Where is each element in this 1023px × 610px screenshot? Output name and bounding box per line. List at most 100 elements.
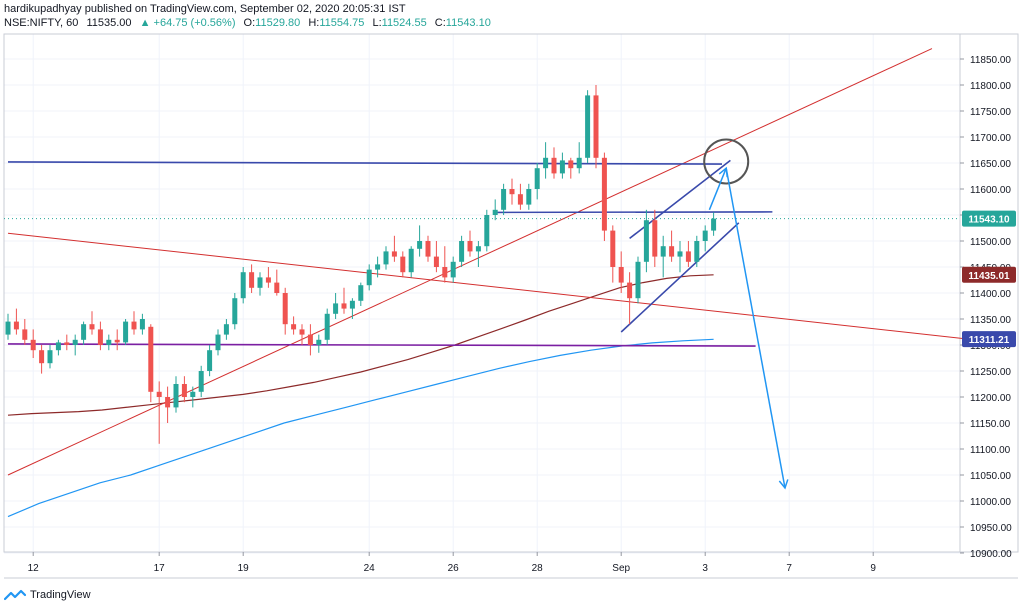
candle-body xyxy=(240,272,246,299)
x-tick-label: 26 xyxy=(448,563,460,574)
price-axis[interactable]: 11850.00 11800.00 11750.00 11700.00 11650.00… xyxy=(960,55,1012,560)
arrow-up xyxy=(708,167,727,211)
candle-body xyxy=(39,350,45,364)
candle-body xyxy=(165,397,171,408)
candle-body xyxy=(442,267,448,278)
y-tick-label: 11600.00 xyxy=(970,185,1011,196)
candle-body xyxy=(526,189,532,205)
candle-body xyxy=(358,285,364,301)
y-tick-label: 11700.00 xyxy=(970,133,1011,144)
resistance-line-11550 xyxy=(495,211,773,214)
candle-body xyxy=(543,157,549,169)
candle-body xyxy=(551,157,557,174)
x-tick-label: 12 xyxy=(28,563,40,574)
candle-body xyxy=(425,241,431,257)
tradingview-logo-icon xyxy=(4,589,26,601)
candle-body xyxy=(517,194,523,205)
y-tick-label: 11350.00 xyxy=(970,315,1011,326)
candle-body xyxy=(190,391,196,397)
y-tick-label: 11850.00 xyxy=(970,55,1011,66)
candle-body xyxy=(291,324,297,330)
candle-body xyxy=(97,329,103,345)
moving-averages xyxy=(7,274,714,518)
candle-body xyxy=(677,251,683,257)
candle-body xyxy=(475,246,481,252)
candle-body xyxy=(131,321,137,330)
candle-body xyxy=(349,300,355,309)
high-value: 11554.75 xyxy=(319,17,365,29)
candle-body xyxy=(694,241,700,262)
price-badge xyxy=(962,266,1016,283)
candle-body xyxy=(559,160,565,174)
x-tick-label: 7 xyxy=(786,563,792,574)
y-tick-label: 11750.00 xyxy=(970,107,1011,118)
candle-body xyxy=(618,267,624,283)
arrow-down xyxy=(725,168,786,489)
candle-body xyxy=(316,339,322,345)
candle-body xyxy=(148,326,154,392)
candle-body xyxy=(265,277,271,283)
x-tick-label: 19 xyxy=(238,563,250,574)
symbol-label[interactable]: NSE:NIFTY, 60 xyxy=(4,17,79,29)
resistance-line-11650 xyxy=(7,161,723,165)
candle-body xyxy=(114,339,120,343)
y-tick-label: 11150.00 xyxy=(970,419,1011,430)
last-price: 11535.00 xyxy=(86,17,132,29)
candle-body xyxy=(568,160,574,169)
annotations[interactable] xyxy=(703,138,789,490)
change-value: ▲ +64.75 (+0.56%) xyxy=(139,17,236,29)
candle-body xyxy=(459,241,465,262)
close-label: C: xyxy=(434,17,446,29)
candle-body xyxy=(324,313,330,340)
candle-body xyxy=(375,264,381,270)
low-value: 11524.55 xyxy=(381,17,427,29)
annotation-circle xyxy=(703,138,750,185)
candle-body xyxy=(274,282,280,293)
candle-body xyxy=(173,384,179,408)
candle-body xyxy=(467,241,473,252)
high-label: H: xyxy=(308,17,320,29)
candle-body xyxy=(257,277,263,288)
candle-body xyxy=(450,261,456,278)
candle-body xyxy=(585,95,591,158)
trendlines[interactable] xyxy=(4,48,975,476)
candle-body xyxy=(47,350,53,364)
candle-body xyxy=(601,157,607,231)
candle-body xyxy=(391,251,397,257)
candle-body xyxy=(366,269,372,286)
footer: TradingView xyxy=(4,589,91,601)
moving-average-dark xyxy=(7,274,714,416)
candle-body xyxy=(156,391,162,397)
candle-body xyxy=(660,246,666,257)
rising-trendline xyxy=(7,48,933,476)
price-badge-label: 11543.10 xyxy=(968,215,1010,226)
candle-body xyxy=(106,339,112,345)
publisher-line: hardikupadhyay published on TradingView.… xyxy=(4,3,406,15)
brand-label: TradingView xyxy=(30,589,91,601)
candle-body xyxy=(30,339,36,351)
candle-body xyxy=(492,209,498,215)
y-tick-label: 11650.00 xyxy=(970,159,1011,170)
candle-body xyxy=(341,303,347,309)
candle-body xyxy=(55,342,61,351)
candle-body xyxy=(593,95,599,158)
x-tick-label: Sep xyxy=(612,563,630,574)
candle-body xyxy=(408,248,414,273)
candle-body xyxy=(223,324,229,335)
candle-body xyxy=(307,334,313,345)
candle-body xyxy=(576,157,582,169)
x-tick-label: 3 xyxy=(702,563,708,574)
time-axis[interactable]: 12 17 19 24 26 28 Sep 3 7 9 xyxy=(28,552,877,574)
candle-body xyxy=(123,321,129,343)
candle-body xyxy=(5,321,11,335)
x-tick-label: 24 xyxy=(364,563,376,574)
y-tick-label: 10950.00 xyxy=(970,523,1012,534)
candles xyxy=(5,85,717,444)
price-badge xyxy=(962,331,1016,348)
candle-body xyxy=(181,384,187,397)
x-tick-label: 9 xyxy=(870,563,876,574)
arrow-down-head xyxy=(778,479,789,490)
price-badge-label: 11311.21 xyxy=(969,335,1010,346)
candle-body xyxy=(400,256,406,273)
